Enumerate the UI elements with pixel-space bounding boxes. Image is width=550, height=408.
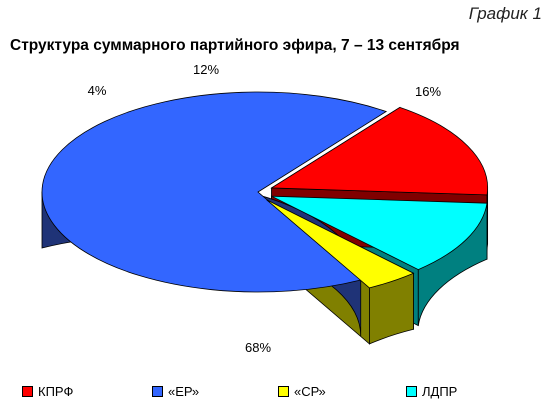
- legend-item-ldpr: ЛДПР: [406, 384, 457, 399]
- data-label-kprf: 16%: [415, 84, 441, 99]
- legend-swatch-ldpr: [406, 386, 417, 397]
- legend-label-ldpr: ЛДПР: [422, 384, 458, 399]
- pie-slice-er: [41, 91, 388, 293]
- chart-title: Структура суммарного партийного эфира, 7…: [10, 37, 460, 54]
- legend-swatch-er: [152, 386, 163, 397]
- legend-swatch-sr: [278, 386, 289, 397]
- legend-item-er: «ЕР»: [152, 384, 199, 399]
- pie-slice-kprf: [270, 106, 488, 196]
- legend-label-kprf: КПРФ: [38, 384, 74, 399]
- legend-item-sr: «СР»: [278, 384, 326, 399]
- pie-slice-sr: [266, 199, 415, 289]
- chart-number-label: График 1: [468, 4, 542, 23]
- legend-item-kprf: КПРФ: [22, 384, 73, 399]
- data-label-sr: 4%: [88, 83, 107, 98]
- pie-chart: 16% 68% 4% 12%: [41, 62, 489, 355]
- data-label-er: 68%: [245, 340, 271, 355]
- legend-label-er: «ЕР»: [168, 384, 200, 399]
- legend-label-sr: «СР»: [294, 384, 326, 399]
- data-label-ldpr: 12%: [193, 62, 219, 77]
- pie-slice-ldpr: [271, 195, 488, 271]
- legend-swatch-kprf: [22, 386, 33, 397]
- chart-legend: КПРФ «ЕР» «СР» ЛДПР: [0, 384, 550, 404]
